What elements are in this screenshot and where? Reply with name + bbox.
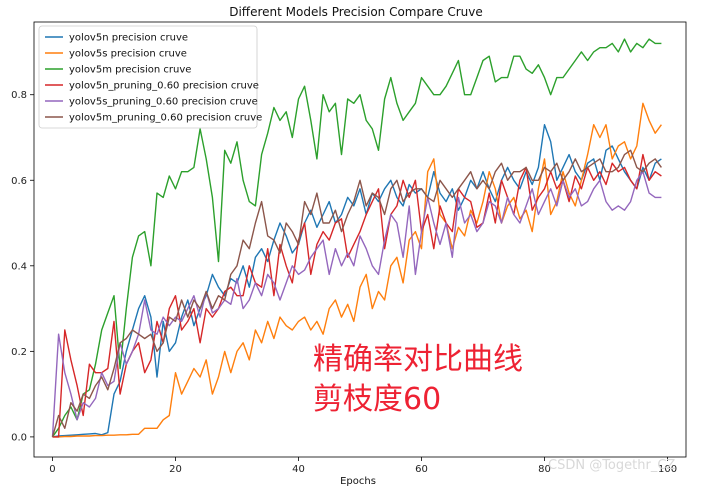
legend-label-5: yolov5s_pruning_0.60 precision cruve — [69, 97, 258, 108]
x-tick-label: 80 — [538, 464, 551, 475]
legend-label-4: yolov5n_pruning_0.60 precision cruve — [69, 81, 259, 92]
series-line-1 — [52, 123, 662, 438]
x-tick-label: 20 — [169, 464, 182, 475]
legend-label-2: yolov5s precision cruve — [69, 49, 187, 60]
watermark-text: CSDN @Togethr_CZ — [548, 458, 676, 473]
annotation-line-1: 精确率对比曲线 — [313, 342, 523, 377]
series-line-4 — [52, 153, 662, 438]
plot-frame — [33, 21, 687, 458]
legend-label-3: yolov5m precision cruve — [69, 65, 191, 76]
x-tick-label: 60 — [415, 464, 428, 475]
chart-title: Different Models Precision Compare Cruve — [229, 5, 483, 19]
x-tick-label: 40 — [292, 464, 305, 475]
y-tick-label: 0.6 — [11, 176, 27, 187]
y-tick-label: 0.4 — [11, 261, 27, 272]
legend-label-1: yolov5n precision cruve — [69, 33, 188, 44]
x-tick-label: 0 — [49, 464, 55, 475]
series-line-3 — [51, 38, 662, 438]
x-axis-label: Epochs — [340, 476, 376, 486]
series-line-6 — [51, 149, 662, 438]
legend: yolov5n precision cruve yolov5s precision… — [38, 25, 262, 129]
series-line-2 — [52, 102, 662, 438]
legend-label-6: yolov5m_pruning_0.60 precision cruve — [69, 113, 262, 124]
y-tick-label: 0.8 — [11, 90, 27, 101]
y-tick-label: 0.0 — [11, 432, 27, 443]
legend-box — [38, 25, 258, 129]
y-tick-label: 0.2 — [11, 347, 27, 358]
series-line-5 — [51, 170, 662, 437]
annotation-line-2: 剪枝度60 — [313, 382, 442, 417]
x-tick-label: 100 — [658, 464, 677, 475]
